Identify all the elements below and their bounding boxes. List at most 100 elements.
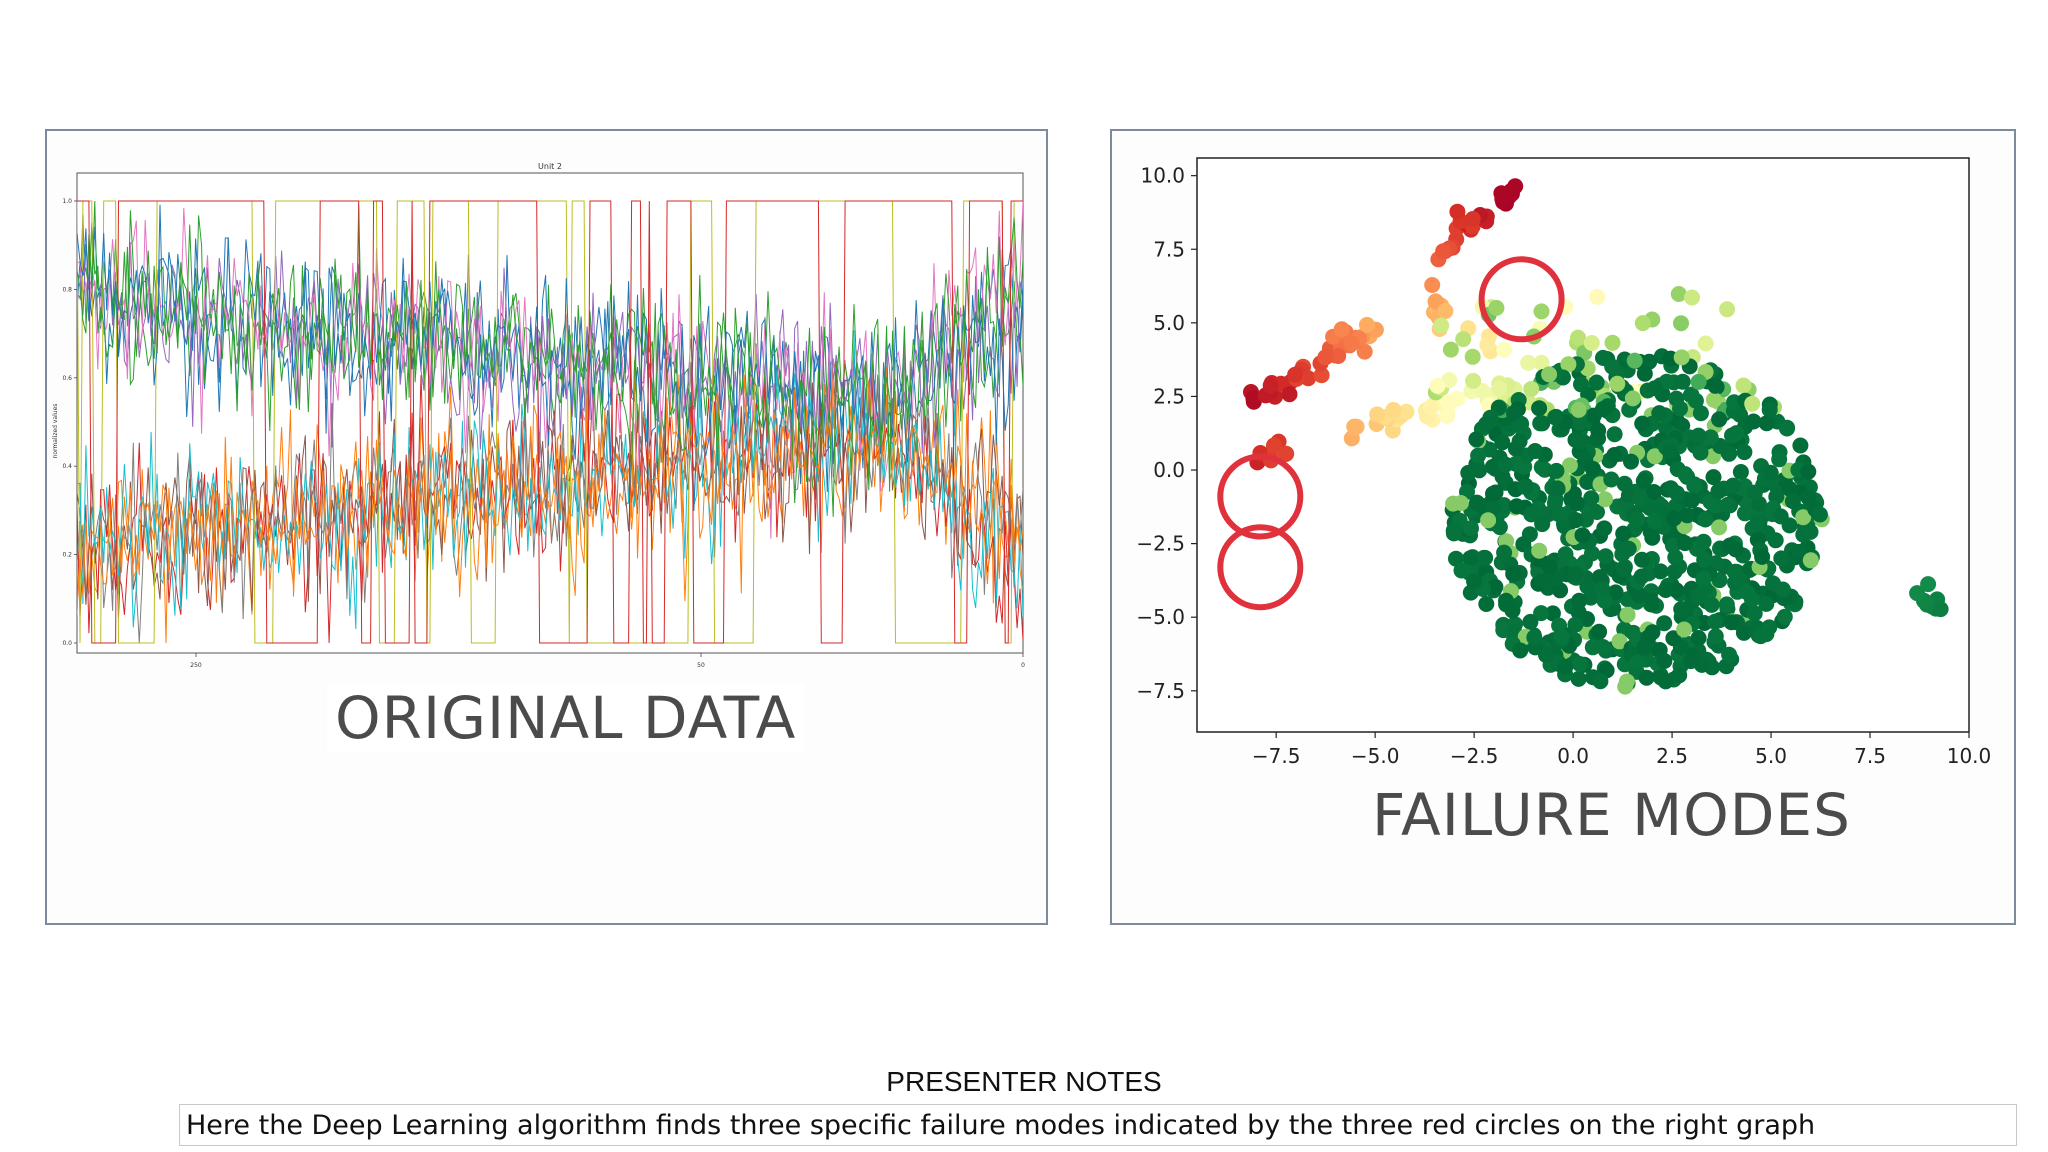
- failure-modes-caption: FAILURE MODES: [1372, 781, 1851, 849]
- scatter-point: [1721, 646, 1738, 663]
- scatter-point: [1615, 561, 1632, 578]
- line-chart-ylabel: normalized values: [52, 404, 59, 459]
- scatter-point: [1771, 451, 1788, 468]
- scatter-point: [1557, 659, 1574, 676]
- scatter-ytick-label: 10.0: [1140, 164, 1185, 188]
- scatter-point: [1437, 303, 1454, 319]
- scatter-point: [1619, 606, 1636, 623]
- scatter-point: [1752, 628, 1769, 645]
- scatter-point: [1463, 520, 1479, 537]
- scatter-point: [1695, 533, 1712, 550]
- scatter-point: [1707, 377, 1724, 394]
- scatter-point: [1427, 293, 1444, 310]
- scatter-point: [1920, 576, 1937, 593]
- scatter-point: [1589, 288, 1606, 305]
- scatter-point: [1470, 447, 1487, 464]
- scatter-point: [1359, 316, 1375, 333]
- scatter-point: [1445, 522, 1462, 539]
- scatter-point: [1479, 336, 1496, 353]
- scatter-point: [1636, 639, 1652, 656]
- scatter-point: [1682, 653, 1699, 670]
- scatter-point: [1666, 510, 1682, 527]
- scatter-point: [1652, 669, 1669, 686]
- scatter-point: [1615, 525, 1632, 542]
- scatter-ytick-label: 2.5: [1153, 384, 1185, 408]
- scatter-point: [1478, 416, 1495, 432]
- scatter-point: [1507, 178, 1524, 195]
- scatter-point: [1452, 495, 1469, 511]
- scatter-point: [1544, 605, 1561, 622]
- scatter-point: [1313, 367, 1330, 384]
- scatter-point: [1570, 329, 1586, 346]
- right-slide-panel: 10.0 7.5 5.0 2.5 0.0 −2.5 −5.0 −7.5 −7.5 −5.0 −2.…: [1110, 129, 2016, 925]
- scatter-point: [1571, 433, 1588, 450]
- scatter-point: [1638, 669, 1655, 686]
- scatter-point: [1487, 578, 1504, 595]
- scatter-point: [1646, 513, 1663, 530]
- scatter-point: [1623, 453, 1639, 470]
- scatter-point: [1466, 573, 1483, 590]
- scatter-xtick-label: −7.5: [1252, 744, 1301, 768]
- scatter-point: [1533, 303, 1550, 320]
- scatter-point: [1534, 572, 1551, 589]
- scatter-point: [1668, 485, 1685, 502]
- scatter-point: [1620, 540, 1637, 557]
- scatter-point: [1533, 605, 1550, 622]
- scatter-point: [1531, 542, 1548, 559]
- scatter-point: [1696, 551, 1713, 568]
- scatter-point: [1287, 366, 1304, 383]
- scatter-point: [1707, 497, 1724, 514]
- scatter-point: [1749, 515, 1766, 531]
- original-data-caption: ORIGINAL DATA: [327, 684, 805, 752]
- scatter-point: [1629, 654, 1646, 671]
- scatter-point: [1505, 566, 1522, 582]
- scatter-point: [1485, 485, 1501, 502]
- scatter-point: [1802, 552, 1819, 569]
- scatter-point: [1656, 653, 1673, 669]
- presenter-notes-title: PRESENTER NOTES: [886, 1066, 1162, 1097]
- scatter-point: [1635, 473, 1652, 489]
- scatter-point: [1618, 673, 1635, 690]
- scatter-point: [1703, 596, 1720, 613]
- line-chart-title: Unit 2: [538, 162, 562, 171]
- scatter-point: [1679, 507, 1696, 524]
- scatter-point: [1721, 537, 1738, 554]
- scatter-point: [1429, 377, 1446, 394]
- scatter-point: [1567, 616, 1584, 633]
- scatter-point: [1673, 601, 1690, 618]
- scatter-point: [1300, 370, 1317, 387]
- scatter-point: [1478, 596, 1495, 612]
- scatter-point: [1497, 456, 1514, 473]
- left-slide-panel: Unit 2 normalized values 0.0 0.2 0.4 0.6 0.8…: [45, 129, 1048, 925]
- scatter-point: [1642, 596, 1659, 613]
- scatter-point: [1671, 667, 1688, 684]
- scatter-point: [1484, 458, 1501, 475]
- scatter-point: [1531, 400, 1548, 417]
- scatter-point: [1746, 484, 1763, 501]
- scatter-point: [1673, 315, 1689, 332]
- scatter-point: [1517, 479, 1534, 495]
- scatter-point: [1468, 431, 1485, 448]
- scatter-xtick-label: −5.0: [1351, 744, 1400, 768]
- scatter-point: [1583, 335, 1600, 351]
- scatter-point: [1603, 471, 1620, 488]
- scatter-point: [1665, 630, 1682, 647]
- scatter-point: [1697, 335, 1714, 352]
- scatter-point: [1552, 582, 1569, 599]
- scatter-point: [1772, 508, 1789, 525]
- scatter-point: [1791, 543, 1808, 560]
- scatter-point: [1719, 301, 1736, 318]
- scatter-point: [1464, 211, 1481, 227]
- scatter-ytick-label: −5.0: [1136, 605, 1185, 629]
- scatter-point: [1651, 405, 1668, 422]
- scatter-point: [1523, 381, 1540, 397]
- scatter-point: [1449, 203, 1466, 220]
- scatter-point: [1776, 608, 1793, 625]
- scatter-point: [1754, 548, 1771, 565]
- scatter-point: [1690, 373, 1707, 390]
- scatter-point: [1591, 569, 1608, 586]
- scatter-point: [1690, 427, 1707, 444]
- scatter-point: [1725, 477, 1741, 494]
- scatter-point: [1526, 629, 1543, 646]
- scatter-point: [1464, 348, 1481, 365]
